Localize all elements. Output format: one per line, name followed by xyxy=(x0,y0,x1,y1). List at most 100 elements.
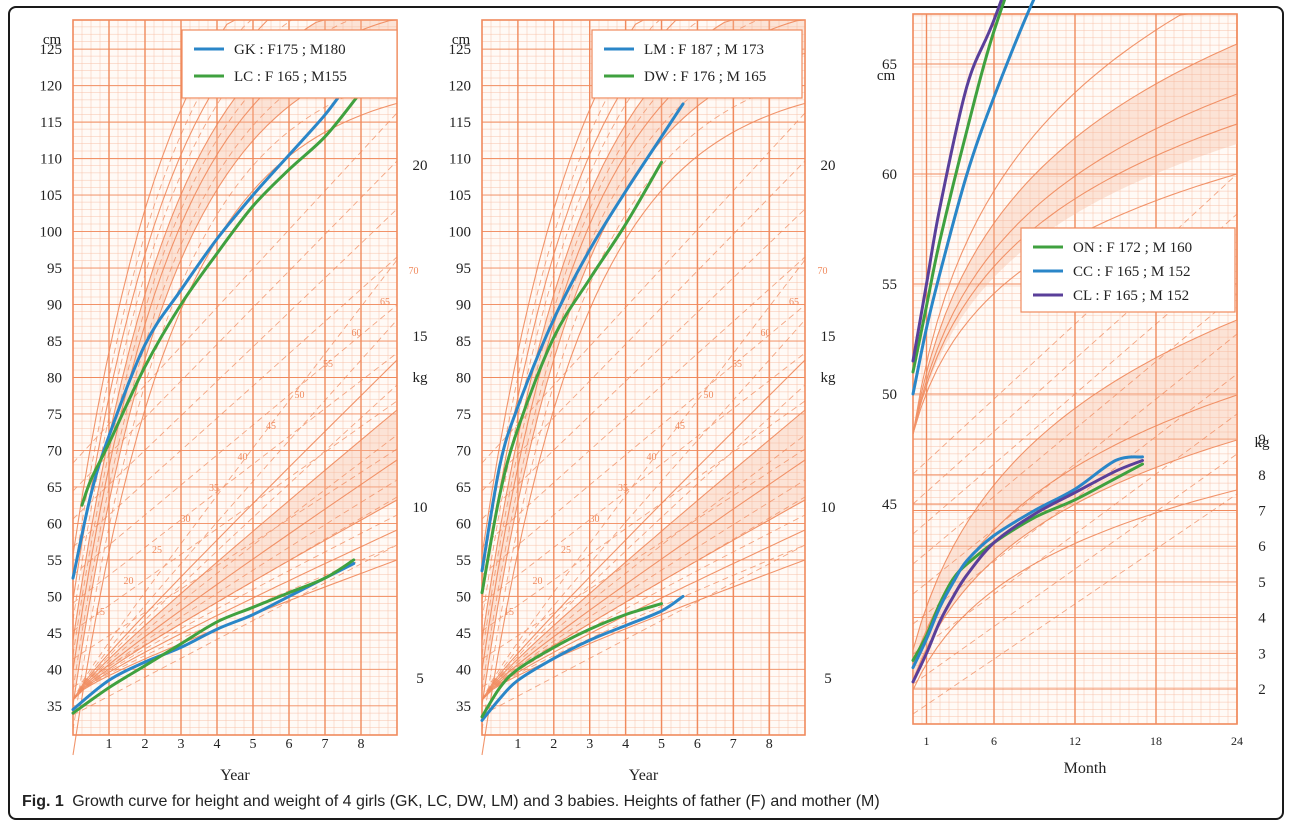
x-tick-label: 3 xyxy=(586,737,593,752)
height-tick-label: 45 xyxy=(456,626,471,642)
weight-ref-curve xyxy=(481,409,806,701)
diagonal-guide xyxy=(72,256,398,548)
height-unit-label: cm xyxy=(452,32,471,48)
height-tick-label: 60 xyxy=(47,516,62,532)
diagonal-guide xyxy=(481,496,806,688)
height-tick-label: 65 xyxy=(47,480,62,496)
weight-ref-curve-dashed xyxy=(481,514,806,701)
diagonal-guide xyxy=(912,293,1238,565)
height-unit-label: cm xyxy=(877,68,896,84)
x-tick-label: 24 xyxy=(1231,734,1243,748)
tick-labels: 1 2 3 4 5 6 7 835404550556065707580859095100105… xyxy=(449,0,837,784)
background-label: 15 xyxy=(95,607,105,618)
tick-labels: 1 2 3 4 5 6 7 835404550556065707580859095100105… xyxy=(40,0,429,784)
weight-tick-label: 9 xyxy=(1258,432,1266,448)
diagonal-guide xyxy=(72,304,398,576)
height-unit-label: cm xyxy=(43,32,62,48)
weight-ref-curve-dashed xyxy=(72,434,398,701)
height-tick-label: 35 xyxy=(456,699,471,715)
background-label: 60 xyxy=(761,328,771,339)
weight-ref-curve xyxy=(72,359,398,701)
height-tick-label: 100 xyxy=(40,225,63,241)
height-tick-label: 75 xyxy=(456,407,471,423)
height-tick-label: 45 xyxy=(47,626,62,642)
diagonal-guide xyxy=(912,253,1238,535)
height-tick-label: 110 xyxy=(40,152,62,168)
x-tick-label: 5 xyxy=(658,737,665,752)
weight-ref-curve xyxy=(481,529,806,701)
height-ref-curve xyxy=(481,102,806,756)
background-label: 65 xyxy=(380,297,390,308)
legend-entry: CL : F 165 ; M 152 xyxy=(1073,288,1189,304)
height-ref-curve xyxy=(912,123,1238,435)
diagonal-guide xyxy=(72,208,398,520)
weight-ref-curve-dashed xyxy=(72,514,398,701)
series-line-dw-weight xyxy=(480,602,663,719)
background-label: 55 xyxy=(732,359,742,370)
series-line-lm-height xyxy=(480,102,685,573)
weight-band xyxy=(73,410,397,700)
legend: ON : F 172 ; M 160 CC : F 165 ; M 152 CL :… xyxy=(1020,227,1236,313)
background-label: 65 xyxy=(789,297,799,308)
weight-tick-label: 5 xyxy=(1258,575,1266,591)
diagonal-guide xyxy=(481,448,806,660)
data-series xyxy=(480,102,685,722)
height-tick-label: 55 xyxy=(47,553,62,569)
x-tick-label: 4 xyxy=(622,737,629,752)
series-line-lm-weight xyxy=(480,594,685,722)
x-tick-label: 7 xyxy=(322,737,329,752)
series-line-lc-weight xyxy=(71,558,356,715)
height-tick-label: 85 xyxy=(47,334,62,350)
weight-ref-curve-dashed xyxy=(481,434,806,701)
weight-band xyxy=(482,410,805,700)
background-label: 30 xyxy=(181,514,191,525)
background-label: 30 xyxy=(590,514,600,525)
height-tick-label: 120 xyxy=(449,79,472,95)
height-band xyxy=(482,20,805,705)
weight-tick-label: 7 xyxy=(1258,504,1266,520)
weight-unit-label: kg xyxy=(413,370,429,386)
height-ref-curve-dashed xyxy=(481,19,805,656)
weight-tick-label: 2 xyxy=(1258,682,1266,698)
series-line-cc-height xyxy=(911,0,1036,396)
weight-ref-curve-dashed xyxy=(72,319,398,701)
series-line-dw-height xyxy=(480,160,663,595)
x-tick-label: 3 xyxy=(178,737,185,752)
x-axis-title: Year xyxy=(629,767,659,784)
height-ref-curve xyxy=(912,43,1238,435)
legend: LM : F 187 ; M 173 DW : F 176 ; M 165 xyxy=(591,29,803,99)
diagonal-guide xyxy=(72,160,398,492)
background-label: 25 xyxy=(152,545,162,556)
x-tick-label: 1 xyxy=(106,737,113,752)
background-label: 55 xyxy=(323,359,333,370)
weight-ref-curve-dashed xyxy=(72,384,398,701)
height-tick-label: 110 xyxy=(449,152,471,168)
weight-unit-label: kg xyxy=(1255,435,1271,451)
diagonal-guide xyxy=(481,256,806,548)
height-tick-label: 45 xyxy=(882,497,897,513)
background-label: 45 xyxy=(266,421,276,432)
weight-tick-label: 20 xyxy=(821,158,836,174)
diagonal-guide xyxy=(912,413,1238,655)
background-label: 40 xyxy=(647,452,657,463)
data-series xyxy=(911,0,1144,684)
weight-ref-curve xyxy=(912,489,1238,691)
height-tick-label: 70 xyxy=(456,443,471,459)
height-tick-label: 80 xyxy=(47,370,62,386)
height-tick-label: 105 xyxy=(449,188,472,204)
legend-entry: DW : F 176 ; M 165 xyxy=(644,69,766,85)
x-axis-title: Year xyxy=(220,767,250,784)
background-label: 20 xyxy=(124,576,134,587)
height-tick-label: 60 xyxy=(882,167,897,183)
background-label: 40 xyxy=(238,452,248,463)
x-tick-label: 7 xyxy=(730,737,737,752)
x-tick-label: 2 xyxy=(550,737,557,752)
diagonal-guide xyxy=(72,352,398,604)
x-tick-label: 12 xyxy=(1069,734,1081,748)
series-line-cl-weight xyxy=(911,459,1144,684)
figure-caption: Fig. 1 Growth curve for height and weigh… xyxy=(22,793,1272,811)
height-tick-label: 90 xyxy=(47,298,62,314)
